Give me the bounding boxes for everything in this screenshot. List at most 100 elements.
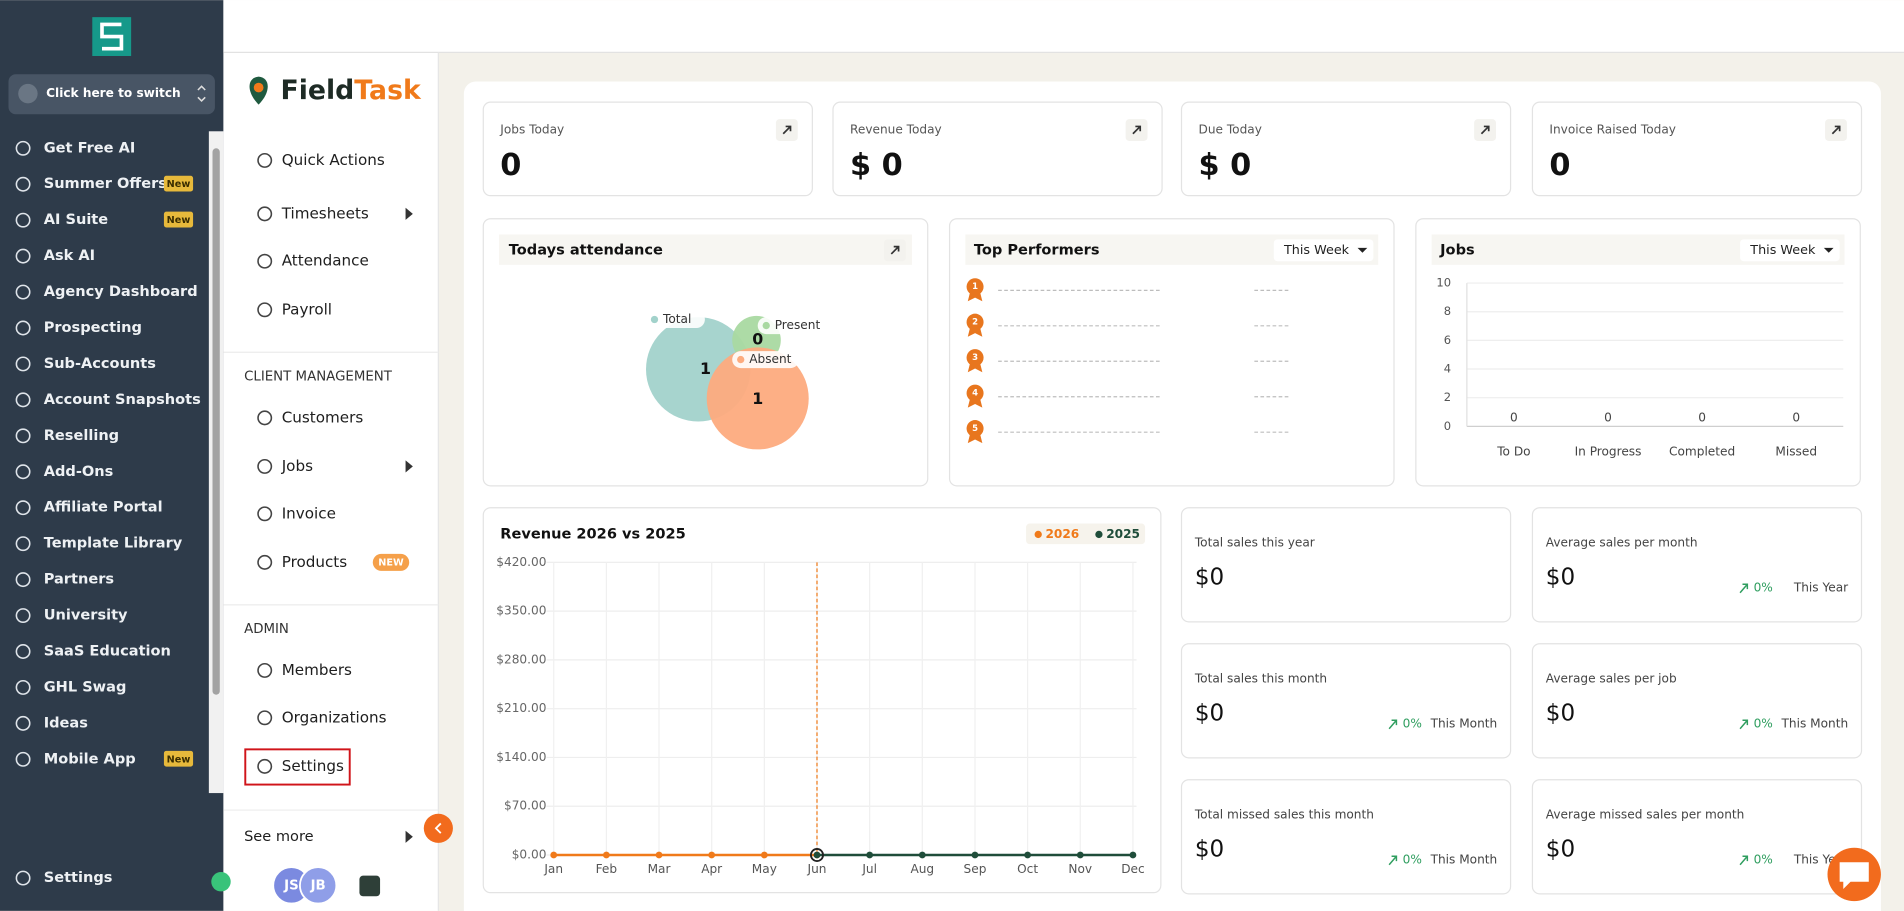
nav-item: Customers (282, 408, 364, 426)
card (1531, 507, 1863, 623)
collapse-button[interactable] (211, 872, 231, 892)
badge (163, 750, 194, 767)
account-switcher[interactable] (8, 74, 215, 115)
x-tick-label: Missed (1775, 444, 1817, 458)
x-tick-label: Oct (1017, 862, 1038, 876)
caret (1357, 247, 1368, 253)
icon (15, 464, 31, 480)
hover-point (810, 848, 824, 862)
rank-badge (966, 384, 984, 402)
icon (15, 428, 31, 444)
sales-value: $0 (1546, 837, 1575, 863)
rank-number: 4 (972, 389, 978, 399)
icon (15, 608, 31, 624)
nav-item: Organizations (282, 708, 387, 726)
point (918, 851, 926, 859)
brand: FieldTask (281, 75, 422, 106)
trend-arrow (1388, 855, 1398, 866)
top-bar (223, 0, 1904, 53)
menu-item: AI Suite (44, 211, 109, 228)
icon (15, 644, 31, 659)
y-tick-label: 4 (1444, 362, 1451, 376)
point (971, 851, 979, 859)
dropdown-text: This Week (1749, 243, 1816, 258)
dropdown[interactable] (1740, 239, 1840, 262)
stat-value: $ 0 (1199, 148, 1252, 183)
card-title: Revenue 2026 vs 2025 (500, 525, 686, 542)
sales-label: Total sales this month (1194, 671, 1327, 685)
menu-item: Partners (44, 571, 114, 588)
legend-text: 2026 (1046, 527, 1080, 541)
app-nav (223, 0, 439, 911)
venn-label-bg (646, 311, 705, 328)
y-tick-label: 2 (1444, 390, 1451, 404)
point (550, 851, 558, 859)
icon (257, 302, 273, 318)
chevron (434, 822, 442, 834)
x-tick-label: Jun (807, 862, 827, 876)
point (708, 851, 716, 859)
period: This Month (1430, 716, 1498, 730)
point (602, 851, 610, 859)
sales-value: $0 (1195, 701, 1224, 727)
venn-label: Absent (749, 352, 791, 366)
x-tick-label: Jan (543, 862, 563, 876)
y-tick-label: 6 (1444, 333, 1451, 347)
data-label: 0 (1510, 410, 1518, 424)
venn-value: 0 (752, 330, 763, 349)
card (1531, 101, 1863, 197)
card (482, 101, 813, 197)
icon (15, 140, 31, 156)
nav-item: Settings (282, 757, 344, 775)
scrollbar-thumb (212, 148, 220, 695)
dropdown[interactable] (1273, 239, 1374, 262)
sales-value: $0 (1195, 837, 1224, 863)
rank-badge (966, 313, 984, 331)
x-tick-label: Aug (910, 862, 934, 876)
change: 0% (1754, 716, 1773, 730)
y-tick-label: $350.00 (496, 604, 546, 618)
y-tick-label: $70.00 (504, 799, 546, 813)
stat-label: Jobs Today (499, 123, 564, 137)
card (832, 101, 1163, 197)
venn-value: 1 (700, 359, 711, 378)
point (813, 851, 821, 859)
menu-item: Agency Dashboard (44, 283, 198, 300)
card (1531, 643, 1863, 759)
arrow-icon (1132, 125, 1142, 135)
icon (257, 410, 273, 426)
nav-item: Attendance (282, 252, 369, 270)
menu-item: Add-Ons (44, 463, 114, 480)
nav-item: Quick Actions (282, 151, 385, 169)
arrow-icon (782, 125, 792, 135)
legend-text: 2025 (1106, 527, 1140, 541)
badge (163, 175, 194, 192)
icon (15, 356, 31, 372)
x-tick-label: Feb (596, 862, 618, 876)
menu-item: Template Library (44, 535, 183, 552)
venn-label-bg (732, 351, 799, 369)
card (948, 218, 1395, 487)
venn-label: Present (775, 318, 821, 332)
legend-dot (737, 355, 745, 364)
sales-label: Total missed sales this month (1194, 807, 1374, 821)
sales-value: $0 (1195, 565, 1224, 591)
icon (257, 253, 273, 269)
nav-toggle[interactable] (423, 813, 453, 843)
sales-label: Average sales per month (1546, 535, 1698, 549)
card-header (499, 234, 912, 265)
badge (163, 211, 194, 228)
card-title: Todays attendance (509, 241, 663, 258)
menu-item: Sub-Accounts (44, 355, 156, 372)
arrow-icon (1831, 125, 1841, 135)
y-tick-label: $280.00 (496, 652, 546, 666)
switch-icon (18, 83, 38, 104)
menu-item: Account Snapshots (44, 391, 201, 408)
icon (15, 751, 31, 767)
card (1180, 101, 1512, 197)
badge (372, 553, 410, 571)
stat-value: $ 0 (850, 148, 903, 183)
submenu-arrow (405, 207, 413, 220)
